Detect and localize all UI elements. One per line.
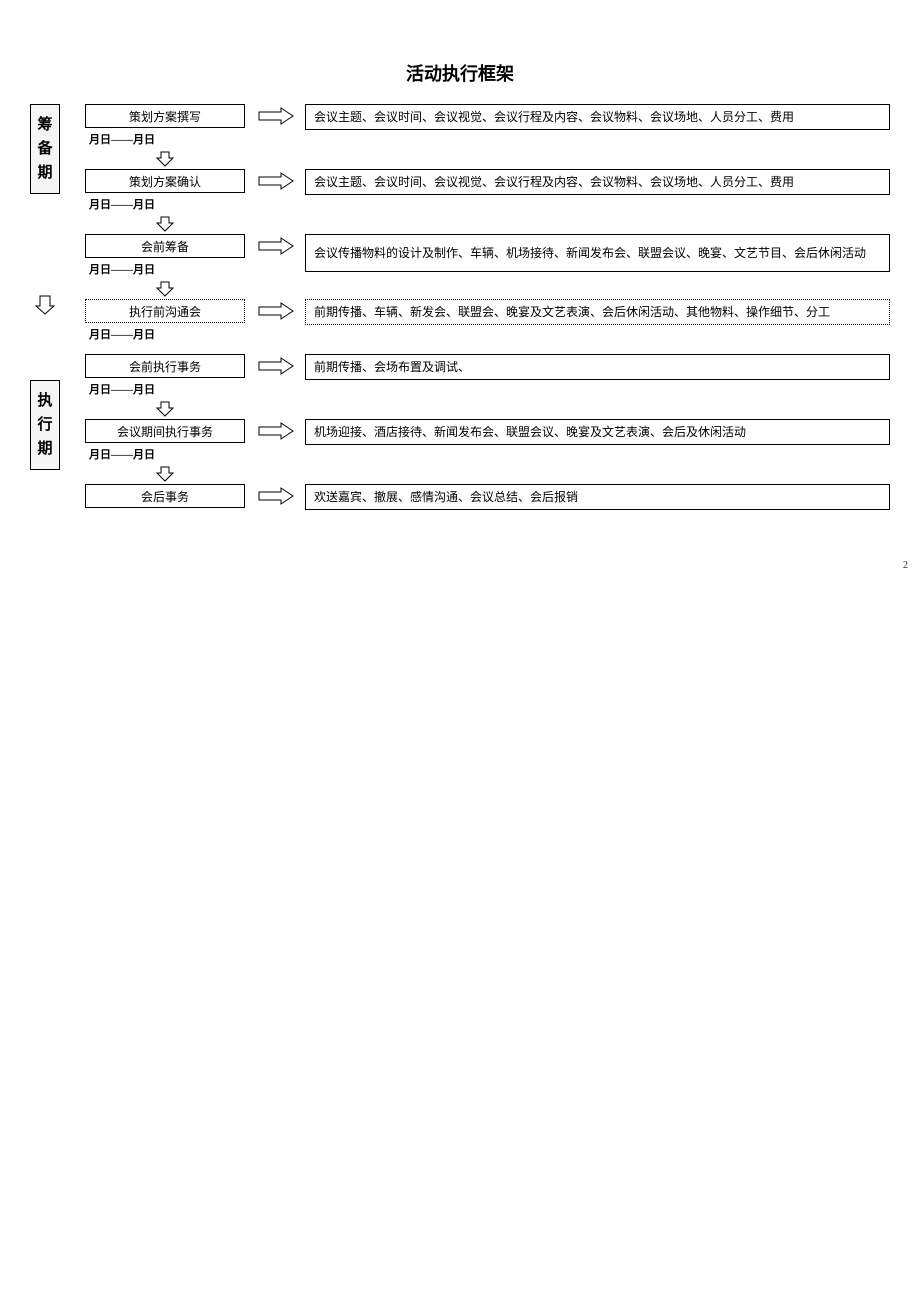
right-arrow-icon [245,169,305,193]
date-label: 月日——月日 [85,193,245,214]
step-column: 会前筹备月日——月日 [85,234,245,279]
date-label: 月日——月日 [85,443,245,464]
flow-row: 执行前沟通会月日——月日 前期传播、车辆、新发会、联盟会、晚宴及文艺表演、会后休闲… [85,299,890,344]
step-box: 会议期间执行事务 [85,419,245,443]
step-column: 会前执行事务月日——月日 [85,354,245,399]
flow-row: 会前筹备月日——月日 会议传播物料的设计及制作、车辆、机场接待、新闻发布会、联盟会… [85,234,890,279]
detail-box: 会议主题、会议时间、会议视觉、会议行程及内容、会议物料、会议场地、人员分工、费用 [305,104,890,130]
detail-box: 欢送嘉宾、撤展、感情沟通、会议总结、会后报销 [305,484,890,510]
down-arrow-icon [85,401,245,417]
flow-row: 策划方案撰写月日——月日 会议主题、会议时间、会议视觉、会议行程及内容、会议物料、… [85,104,890,149]
date-label: 月日——月日 [85,128,245,149]
detail-box: 机场迎接、酒店接待、新闻发布会、联盟会议、晚宴及文艺表演、会后及休闲活动 [305,419,890,445]
step-column: 策划方案确认月日——月日 [85,169,245,214]
phase-char: 行 [37,413,52,437]
down-arrow-icon [85,281,245,297]
flow-row: 会前执行事务月日——月日 前期传播、会场布置及调试、 [85,354,890,399]
step-box: 会后事务 [85,484,245,508]
flow-row: 会议期间执行事务月日——月日 机场迎接、酒店接待、新闻发布会、联盟会议、晚宴及文艺… [85,419,890,464]
phase-char: 筹 [37,113,52,137]
date-label: 月日——月日 [85,258,245,279]
right-arrow-icon [245,299,305,323]
step-column: 会议期间执行事务月日——月日 [85,419,245,464]
date-label: 月日——月日 [85,378,245,399]
detail-box: 前期传播、会场布置及调试、 [305,354,890,380]
date-label: 月日——月日 [85,323,245,344]
right-arrow-icon [245,104,305,128]
down-arrow-icon [85,466,245,482]
detail-box: 会议主题、会议时间、会议视觉、会议行程及内容、会议物料、会议场地、人员分工、费用 [305,169,890,195]
rows-container: 策划方案撰写月日——月日会议主题、会议时间、会议视觉、会议行程及内容、会议物料、… [30,104,890,510]
step-column: 执行前沟通会月日——月日 [85,299,245,344]
phase-char: 备 [37,137,52,161]
phase-label-exec: 执 行 期 [30,380,60,470]
step-box: 策划方案撰写 [85,104,245,128]
flow-row: 策划方案确认月日——月日 会议主题、会议时间、会议视觉、会议行程及内容、会议物料、… [85,169,890,214]
right-arrow-icon [245,354,305,378]
step-box: 策划方案确认 [85,169,245,193]
down-arrow-icon [85,216,245,232]
phase-label-prep: 筹 备 期 [30,104,60,194]
step-box: 会前执行事务 [85,354,245,378]
step-box: 会前筹备 [85,234,245,258]
step-column: 策划方案撰写月日——月日 [85,104,245,149]
right-arrow-icon [245,234,305,258]
step-column: 会后事务 [85,484,245,508]
detail-box: 会议传播物料的设计及制作、车辆、机场接待、新闻发布会、联盟会议、晚宴、文艺节目、… [305,234,890,272]
page-number: 2 [903,560,908,571]
right-arrow-icon [245,419,305,443]
phase-char: 期 [37,437,52,461]
down-arrow-icon [85,151,245,167]
detail-box: 前期传播、车辆、新发会、联盟会、晚宴及文艺表演、会后休闲活动、其他物料、操作细节… [305,299,890,325]
row-gap [85,346,890,354]
phase-down-arrow-icon [34,294,56,316]
flow-row: 会后事务 欢送嘉宾、撤展、感情沟通、会议总结、会后报销 [85,484,890,510]
right-arrow-icon [245,484,305,508]
step-box: 执行前沟通会 [85,299,245,323]
diagram-container: 筹 备 期 执 行 期 策划方案撰写月日——月日会议主题、会议时间、会议视觉、会… [30,104,890,510]
phase-char: 执 [37,389,52,413]
page-title: 活动执行框架 [30,60,890,86]
phase-char: 期 [37,161,52,185]
